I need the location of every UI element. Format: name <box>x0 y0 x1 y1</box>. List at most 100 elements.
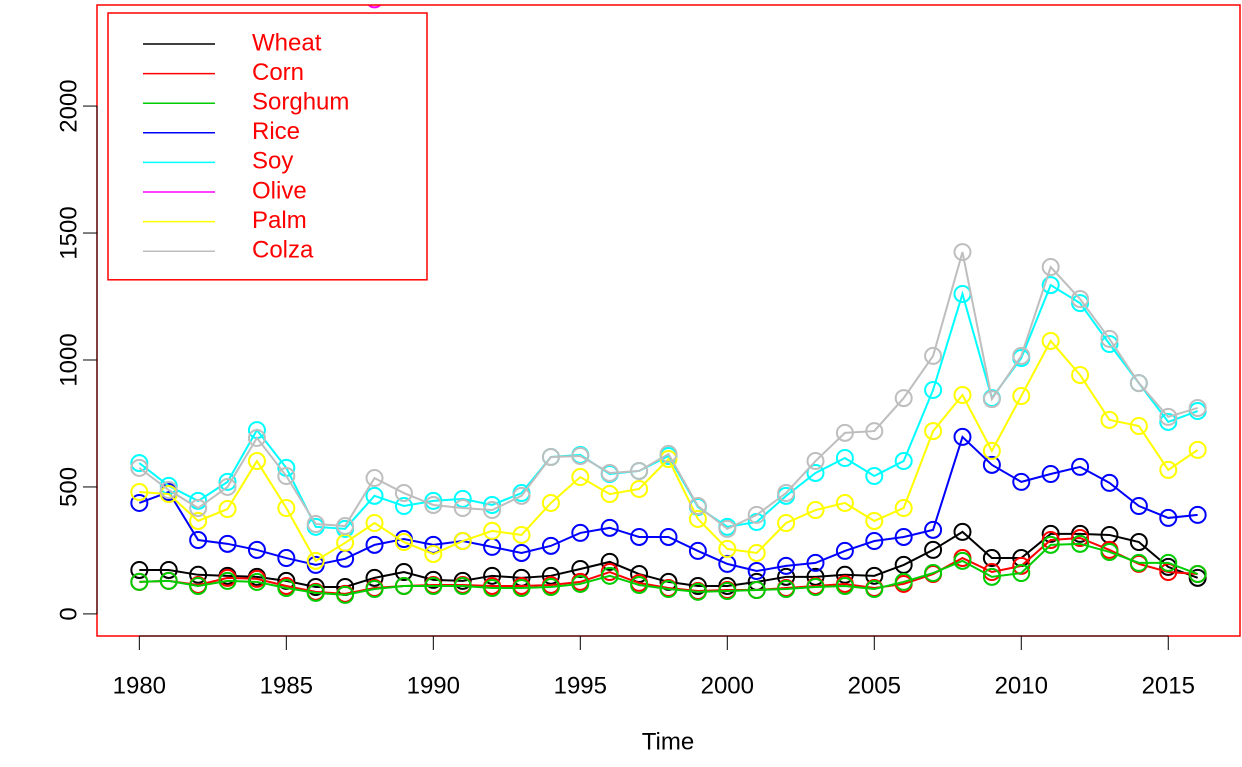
data-point <box>365 486 384 505</box>
legend-label: Colza <box>252 237 314 264</box>
data-point <box>365 568 384 587</box>
legend-label: Olive <box>252 177 307 204</box>
y-tick-label: 1000 <box>55 333 82 386</box>
data-point <box>277 549 296 568</box>
data-point <box>218 571 237 590</box>
data-point <box>394 496 413 515</box>
data-point <box>777 484 796 503</box>
data-point <box>394 563 413 582</box>
data-point <box>1188 440 1207 459</box>
data-point <box>247 540 266 559</box>
data-point <box>1129 496 1148 515</box>
data-point <box>189 511 208 530</box>
data-point <box>835 448 854 467</box>
data-point <box>806 567 825 586</box>
data-point <box>394 533 413 552</box>
data-point <box>982 455 1001 474</box>
series-line <box>138 283 1199 530</box>
data-point <box>806 577 825 596</box>
data-point <box>453 532 472 551</box>
data-point <box>806 452 825 471</box>
data-point <box>1188 398 1207 417</box>
data-point <box>659 580 678 599</box>
data-point <box>865 580 884 599</box>
data-point <box>306 583 325 602</box>
data-point <box>1012 472 1031 491</box>
data-point <box>747 505 766 524</box>
data-point <box>1159 407 1178 426</box>
data-point <box>718 539 737 558</box>
data-point <box>130 458 149 477</box>
data-point <box>571 574 590 593</box>
data-point <box>306 551 325 570</box>
data-point <box>659 444 678 463</box>
x-tick-label: 1995 <box>554 672 607 699</box>
data-point <box>924 520 943 539</box>
data-point <box>1188 505 1207 524</box>
data-point <box>894 452 913 471</box>
data-point <box>541 536 560 555</box>
data-point <box>483 521 502 540</box>
data-point <box>747 561 766 580</box>
data-point <box>600 463 619 482</box>
x-tick-label: 1985 <box>260 672 313 699</box>
data-point <box>982 441 1001 460</box>
data-point <box>777 514 796 533</box>
x-tick-label: 2010 <box>995 672 1048 699</box>
legend-label: Palm <box>252 207 307 234</box>
data-point <box>953 386 972 405</box>
data-point <box>130 560 149 579</box>
data-point <box>1129 417 1148 436</box>
data-point <box>953 551 972 570</box>
legend-label: Wheat <box>252 29 322 56</box>
data-point <box>541 577 560 596</box>
legend-label: Sorghum <box>252 89 349 116</box>
data-point <box>571 523 590 542</box>
data-point <box>865 467 884 486</box>
data-point <box>1012 387 1031 406</box>
data-point <box>1100 525 1119 544</box>
data-point <box>894 527 913 546</box>
legend-box <box>107 12 428 281</box>
x-tick-label: 2005 <box>848 672 901 699</box>
data-point <box>189 499 208 518</box>
data-point <box>453 576 472 595</box>
plot-area <box>130 5 1207 604</box>
data-point <box>218 477 237 496</box>
data-point <box>365 514 384 533</box>
data-point <box>688 496 707 515</box>
data-point <box>953 522 972 541</box>
data-point <box>424 544 443 563</box>
data-point <box>1100 473 1119 492</box>
y-tick-label: 0 <box>55 607 82 620</box>
data-point <box>865 532 884 551</box>
data-point <box>894 389 913 408</box>
data-point <box>747 543 766 562</box>
data-point <box>1100 542 1119 561</box>
series-line <box>139 339 1199 563</box>
data-point <box>806 501 825 520</box>
x-axis-label: Time <box>642 728 694 755</box>
data-point <box>924 422 943 441</box>
data-point <box>659 527 678 546</box>
data-point <box>247 572 266 591</box>
series-line <box>138 435 1198 573</box>
data-point <box>630 527 649 546</box>
data-point <box>1159 563 1178 582</box>
data-point <box>424 576 443 595</box>
data-point <box>336 585 355 604</box>
data-point <box>718 582 737 601</box>
data-point <box>747 581 766 600</box>
data-point <box>865 511 884 530</box>
data-point <box>1159 460 1178 479</box>
data-point <box>1159 508 1178 527</box>
data-point <box>218 500 237 519</box>
data-point <box>541 493 560 512</box>
x-tick-label: 2000 <box>701 672 754 699</box>
data-point <box>512 579 531 598</box>
data-point <box>924 380 943 399</box>
data-point <box>1071 457 1090 476</box>
data-point <box>512 543 531 562</box>
data-point <box>365 580 384 599</box>
data-point <box>924 346 943 365</box>
